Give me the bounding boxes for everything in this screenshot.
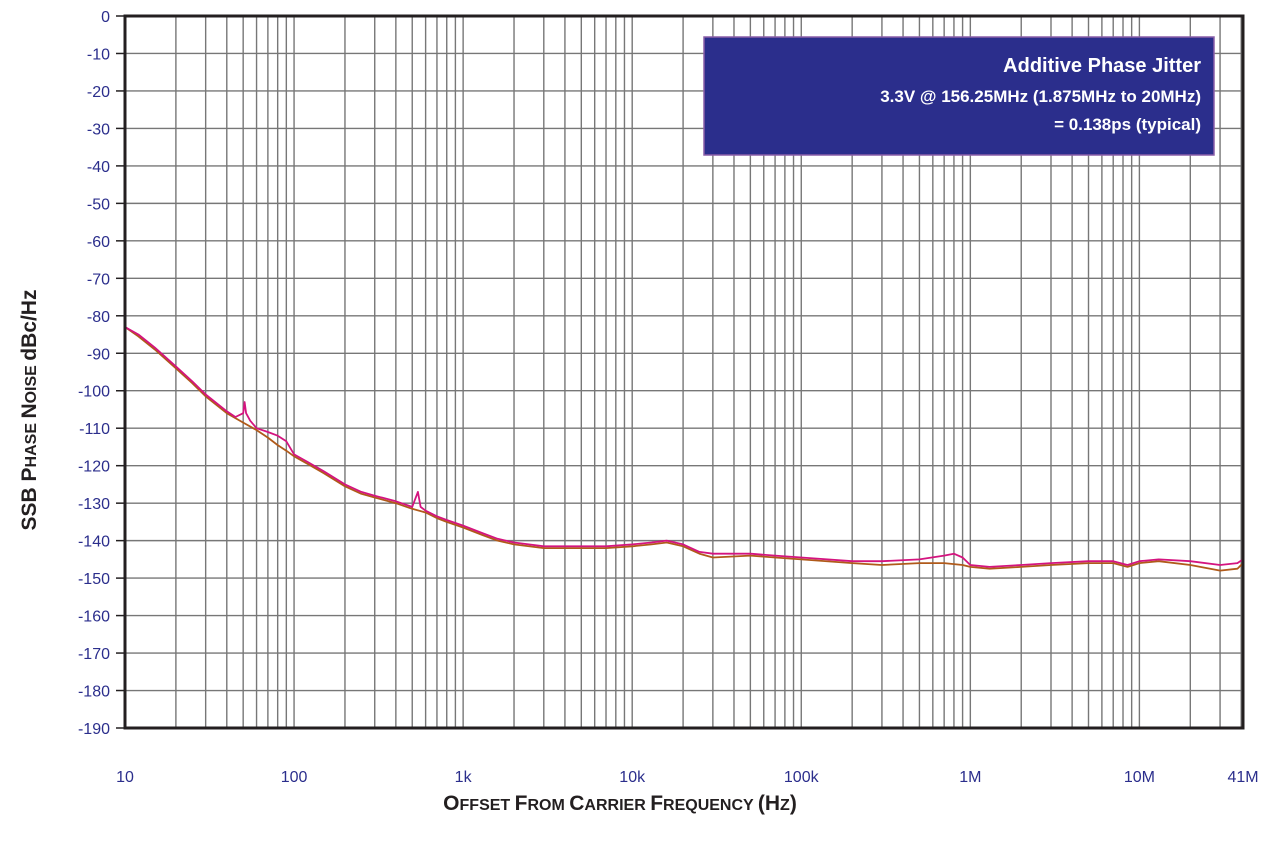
y-tick-label: -70 [87, 271, 110, 288]
y-tick-labels: 0 -10 -20 -30 -40 -50 -60 -70 -80 -90 -100 -110 -120… [78, 9, 125, 738]
legend-condition: 3.3V @ 156.25MHz (1.875MHz to 20MHz) [880, 87, 1201, 106]
legend-title: Additive Phase Jitter [1003, 55, 1201, 77]
y-tick-label: -120 [78, 459, 110, 476]
y-tick-label: 0 [101, 9, 110, 26]
y-tick-label: -130 [78, 496, 110, 513]
x-axis-title: OFFSET FROM CARRIER FREQUENCY (HZ) [443, 792, 797, 815]
y-tick-label: -30 [87, 121, 110, 138]
y-tick-label: -170 [78, 646, 110, 663]
x-tick-label: 1k [455, 769, 473, 786]
plot-frame [123, 14, 1245, 730]
legend-background [703, 36, 1215, 156]
x-tick-label: 10M [1124, 769, 1155, 786]
x-tick-labels: 10 100 1k 10k 100k 1M 10M 41M [116, 769, 1258, 786]
series-layer [124, 326, 1244, 572]
y-tick-label: -180 [78, 684, 110, 701]
y-tick-label: -150 [78, 571, 110, 588]
y-axis-title: SSB PHASE NOISE dBc/Hz [18, 290, 41, 531]
x-tick-label: 1M [959, 769, 981, 786]
y-tick-label: -80 [87, 309, 110, 326]
x-tick-label: 100k [784, 769, 820, 786]
y-tick-label: -100 [78, 384, 110, 401]
x-tick-label: 41M [1227, 769, 1258, 786]
series-line [124, 326, 1244, 572]
series-line [124, 326, 1244, 568]
y-tick-label: -10 [87, 46, 110, 63]
y-tick-label: -160 [78, 609, 110, 626]
y-tick-label: -20 [87, 84, 110, 101]
x-tick-label: 100 [281, 769, 308, 786]
y-tick-label: -40 [87, 159, 110, 176]
x-tick-label: 10 [116, 769, 134, 786]
legend-box: Additive Phase Jitter 3.3V @ 156.25MHz (… [703, 36, 1215, 156]
x-tick-label: 10k [619, 769, 646, 786]
y-tick-label: -60 [87, 234, 110, 251]
y-tick-label: -190 [78, 721, 110, 738]
legend-value: = 0.138ps (typical) [1054, 115, 1201, 134]
y-tick-label: -110 [79, 421, 110, 438]
y-tick-label: -140 [78, 534, 110, 551]
y-tick-label: -90 [87, 346, 110, 363]
y-tick-label: -50 [87, 196, 110, 213]
